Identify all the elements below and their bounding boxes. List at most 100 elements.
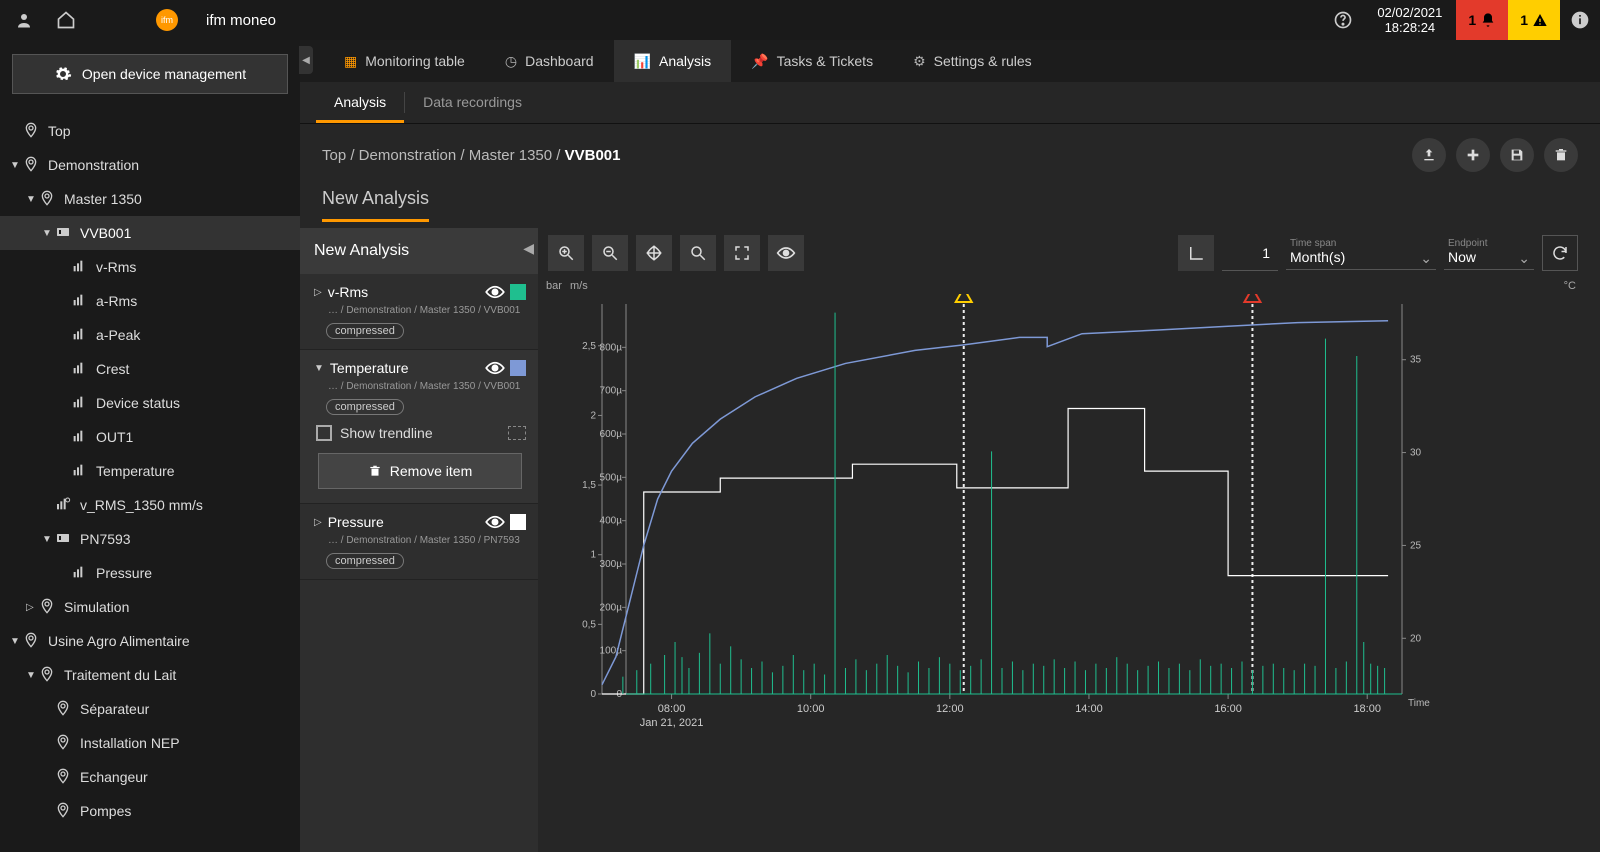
tree-node-label: Demonstration: [48, 157, 139, 173]
topbar: ifm ifm moneo 02/02/2021 18:28:24 1 1: [0, 0, 1600, 40]
tree-node[interactable]: Temperature: [0, 454, 300, 488]
timespan-value-input[interactable]: [1222, 235, 1278, 271]
pin-icon: [54, 734, 72, 753]
series-item[interactable]: ▼Temperature… / Demonstration / Master 1…: [300, 350, 538, 504]
open-device-management-button[interactable]: Open device management: [12, 54, 288, 94]
tree-node[interactable]: ▷Simulation: [0, 590, 300, 624]
breadcrumb-prefix[interactable]: Top / Demonstration / Master 1350 /: [322, 147, 565, 164]
zoom-in-button[interactable]: [548, 235, 584, 271]
axis-toggle-button[interactable]: [1178, 235, 1214, 271]
tab-tasks-tickets[interactable]: 📌Tasks & Tickets: [731, 40, 893, 82]
tree-node[interactable]: v_RMS_1350 mm/s: [0, 488, 300, 522]
series-panel-collapse-icon[interactable]: ◀: [523, 240, 534, 257]
tree-node[interactable]: ▼VVB001: [0, 216, 300, 250]
alert-yellow-badge[interactable]: 1: [1508, 0, 1560, 40]
chart-canvas[interactable]: bar m/s °C 00,511,522,50100µ200µ300µ400µ…: [542, 278, 1580, 844]
tree-node[interactable]: Echangeur: [0, 760, 300, 794]
upload-button[interactable]: [1412, 138, 1446, 172]
user-icon[interactable]: [12, 8, 36, 32]
tree-node[interactable]: ▼Master 1350: [0, 182, 300, 216]
tree-node[interactable]: Pompes: [0, 794, 300, 828]
remove-item-button[interactable]: Remove item: [318, 453, 522, 489]
tree-node[interactable]: ▼Demonstration: [0, 148, 300, 182]
tab-settings-rules[interactable]: ⚙Settings & rules: [893, 40, 1052, 82]
tree-node[interactable]: Pressure: [0, 556, 300, 590]
svg-text:1,5: 1,5: [582, 480, 596, 491]
tree-node[interactable]: Top: [0, 114, 300, 148]
pin-icon: [54, 802, 72, 821]
svg-text:18:00: 18:00: [1353, 703, 1381, 715]
series-name: v-Rms: [328, 284, 478, 300]
info-icon[interactable]: [1560, 0, 1600, 40]
series-item[interactable]: ▷v-Rms… / Demonstration / Master 1350 / …: [300, 274, 538, 350]
add-button[interactable]: [1456, 138, 1490, 172]
refresh-button[interactable]: [1542, 235, 1578, 271]
sub-tabs: Analysis Data recordings: [300, 82, 1600, 124]
help-icon[interactable]: [1323, 0, 1363, 40]
pin-icon: [54, 700, 72, 719]
series-color-swatch[interactable]: [510, 514, 526, 530]
search-button[interactable]: [680, 235, 716, 271]
delete-button[interactable]: [1544, 138, 1578, 172]
pan-button[interactable]: [636, 235, 672, 271]
save-button[interactable]: [1500, 138, 1534, 172]
trendline-label: Show trendline: [340, 425, 433, 441]
page-actions: [1412, 138, 1578, 172]
fullscreen-button[interactable]: [724, 235, 760, 271]
main-tabs: ▦Monitoring table◷Dashboard📊Analysis📌Tas…: [300, 40, 1600, 82]
sidebar: Open device management Top▼Demonstration…: [0, 40, 300, 852]
zoom-out-button[interactable]: [592, 235, 628, 271]
timespan-unit-value: Month(s): [1290, 249, 1432, 265]
page-title-row: New Analysis: [300, 178, 1600, 222]
endpoint-dropdown[interactable]: Endpoint Now ⌄: [1444, 236, 1534, 270]
tree-node[interactable]: Crest: [0, 352, 300, 386]
series-path: … / Demonstration / Master 1350 / VVB001: [328, 304, 526, 317]
tab-analysis[interactable]: 📊Analysis: [614, 40, 732, 82]
visibility-toggle-icon[interactable]: [484, 285, 504, 299]
tab-dashboard[interactable]: ◷Dashboard: [485, 40, 614, 82]
series-color-swatch[interactable]: [510, 284, 526, 300]
visibility-button[interactable]: [768, 235, 804, 271]
alert-red-badge[interactable]: 1: [1456, 0, 1508, 40]
tree-node-label: v_RMS_1350 mm/s: [80, 497, 203, 513]
axis-unit-bar: bar: [546, 280, 562, 292]
breadcrumb-current: VVB001: [565, 147, 621, 164]
timespan-unit-dropdown[interactable]: Time span Month(s) ⌄: [1286, 236, 1436, 270]
tree-node-label: Simulation: [64, 599, 129, 615]
tree-node[interactable]: ▼Usine Agro Alimentaire: [0, 624, 300, 658]
series-item[interactable]: ▷Pressure… / Demonstration / Master 1350…: [300, 504, 538, 580]
trash-icon: [368, 464, 382, 478]
subtab-analysis[interactable]: Analysis: [316, 82, 404, 123]
tree-node[interactable]: Séparateur: [0, 692, 300, 726]
tree-node[interactable]: a-Rms: [0, 284, 300, 318]
trendline-style-icon[interactable]: [508, 426, 526, 440]
sidebar-collapse-handle[interactable]: ◀: [299, 46, 313, 74]
gear-icon: [54, 65, 72, 83]
tree-node-label: Traitement du Lait: [64, 667, 176, 683]
pin-icon: [38, 190, 56, 209]
tree-node[interactable]: ▼PN7593: [0, 522, 300, 556]
tab-label: Analysis: [659, 53, 711, 69]
tree-node-label: Temperature: [96, 463, 175, 479]
series-color-swatch[interactable]: [510, 360, 526, 376]
tree-node[interactable]: OUT1: [0, 420, 300, 454]
tree-node[interactable]: a-Peak: [0, 318, 300, 352]
tab-icon: ◷: [505, 53, 517, 70]
visibility-toggle-icon[interactable]: [484, 361, 504, 375]
subtab-data-recordings[interactable]: Data recordings: [405, 82, 540, 123]
endpoint-label: Endpoint: [1448, 238, 1530, 249]
trendline-checkbox[interactable]: [316, 425, 332, 441]
tree-node[interactable]: Installation NEP: [0, 726, 300, 760]
tree-node-label: Installation NEP: [80, 735, 180, 751]
axis-unit-ms: m/s: [570, 280, 588, 292]
tab-monitoring-table[interactable]: ▦Monitoring table: [324, 40, 485, 82]
visibility-toggle-icon[interactable]: [484, 515, 504, 529]
device-icon: [54, 530, 72, 549]
svg-text:25: 25: [1410, 540, 1422, 551]
tree-node[interactable]: v-Rms: [0, 250, 300, 284]
tree-node[interactable]: Device status: [0, 386, 300, 420]
app-title: ifm moneo: [206, 12, 276, 29]
tree-node[interactable]: ▼Traitement du Lait: [0, 658, 300, 692]
pin-icon: [22, 632, 40, 651]
home-icon[interactable]: [54, 8, 78, 32]
